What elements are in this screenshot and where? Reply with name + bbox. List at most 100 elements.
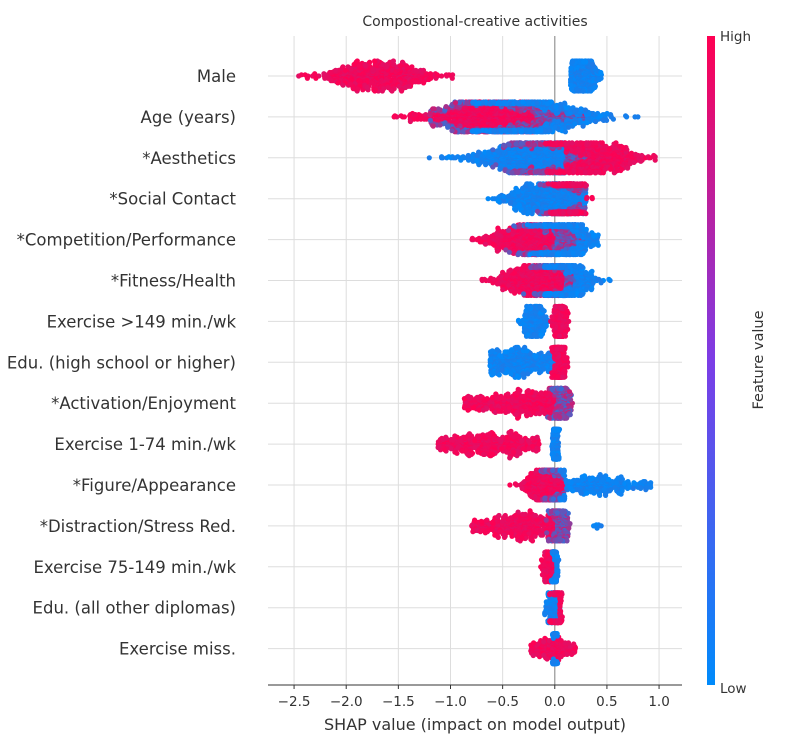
shap-point: [593, 169, 599, 175]
shap-point: [397, 63, 403, 69]
shap-point: [372, 58, 378, 64]
shap-point: [396, 83, 402, 89]
shap-point: [355, 86, 361, 92]
shap-point: [638, 158, 644, 164]
shap-point: [579, 140, 585, 146]
shap-point: [584, 120, 590, 126]
shap-point: [593, 118, 599, 125]
shap-point: [534, 100, 540, 106]
shap-point: [620, 144, 626, 151]
shap-point: [490, 164, 496, 170]
shap-point: [520, 99, 526, 105]
shap-point: [515, 169, 521, 175]
shap-point: [407, 118, 413, 125]
shap-point: [538, 141, 544, 147]
shap-point: [483, 128, 489, 134]
shap-point: [566, 169, 573, 175]
shap-point: [580, 88, 587, 94]
shap-point: [580, 59, 587, 65]
shap-point: [604, 110, 610, 117]
shap-point: [460, 128, 466, 134]
shap-point: [476, 100, 482, 106]
shap-point: [340, 64, 346, 70]
shap-point: [490, 99, 497, 106]
shap-point: [362, 61, 368, 68]
shap-point: [513, 141, 519, 147]
shap-point: [449, 128, 455, 134]
shap-point: [470, 99, 476, 105]
shap-point: [313, 75, 319, 81]
shap-point: [427, 110, 433, 117]
shap-point: [390, 58, 396, 64]
shap-point: [413, 67, 419, 73]
shap-point: [446, 154, 452, 160]
shap-point: [420, 67, 427, 73]
shap-point: [557, 101, 564, 107]
shap-point: [542, 140, 548, 147]
shap-point: [445, 124, 451, 130]
shap-point: [589, 61, 596, 68]
shap-point: [483, 162, 489, 168]
shap-point: [328, 78, 334, 84]
shap-point: [580, 123, 586, 129]
shap-point: [569, 140, 575, 146]
shap-point: [608, 166, 614, 172]
shap-point: [568, 65, 574, 71]
shap-point: [584, 140, 590, 146]
shap-point: [574, 107, 580, 113]
shap-point: [421, 80, 427, 86]
shap-dots: [296, 58, 658, 667]
shap-point: [550, 142, 556, 148]
shap-point: [544, 101, 550, 107]
shap-point: [647, 155, 653, 161]
shap-point: [426, 155, 432, 161]
shap-point: [312, 71, 318, 77]
shap-point: [485, 196, 491, 202]
shap-point: [372, 87, 379, 93]
shap-point: [327, 69, 333, 76]
shap-point: [592, 84, 598, 91]
shap-point: [434, 72, 440, 78]
shap-point: [465, 157, 472, 163]
shap-point: [431, 106, 437, 112]
shap-point: [356, 63, 362, 69]
shap-point: [491, 128, 497, 134]
shap-point: [455, 154, 461, 160]
shap-point: [509, 170, 515, 176]
shap-point: [409, 64, 415, 70]
shap-point: [613, 140, 619, 146]
shap-point: [474, 158, 480, 164]
shap-point: [501, 142, 507, 148]
shap-point: [304, 75, 310, 81]
shap-point: [497, 101, 503, 107]
shap-point: [553, 104, 559, 110]
shap-point: [511, 127, 517, 133]
shap-point: [526, 99, 532, 105]
chart-title: Compostional-creative activities: [362, 14, 587, 30]
shap-point: [321, 71, 327, 77]
shap-point: [599, 140, 605, 146]
shap-point: [635, 114, 641, 120]
shap-point: [443, 104, 449, 110]
shap-point: [652, 157, 658, 163]
shap-point: [443, 72, 449, 78]
shap-point: [534, 129, 540, 135]
shap-point: [558, 141, 564, 147]
shap-point: [593, 140, 599, 146]
shap-point: [547, 128, 553, 134]
shap-point: [515, 100, 521, 106]
shap-point: [354, 58, 360, 64]
shap-point: [497, 166, 503, 172]
shap-point: [381, 86, 387, 92]
shap-point: [437, 122, 443, 128]
shap-point: [474, 152, 480, 159]
shap-point: [596, 76, 602, 83]
shap-point: [350, 86, 356, 92]
shap-point: [369, 80, 375, 86]
shap-point: [521, 168, 527, 174]
shap-point: [533, 169, 539, 175]
shap-point: [449, 75, 455, 81]
shap-point: [340, 82, 346, 88]
shap-point: [635, 152, 641, 159]
shap-point: [566, 124, 572, 130]
